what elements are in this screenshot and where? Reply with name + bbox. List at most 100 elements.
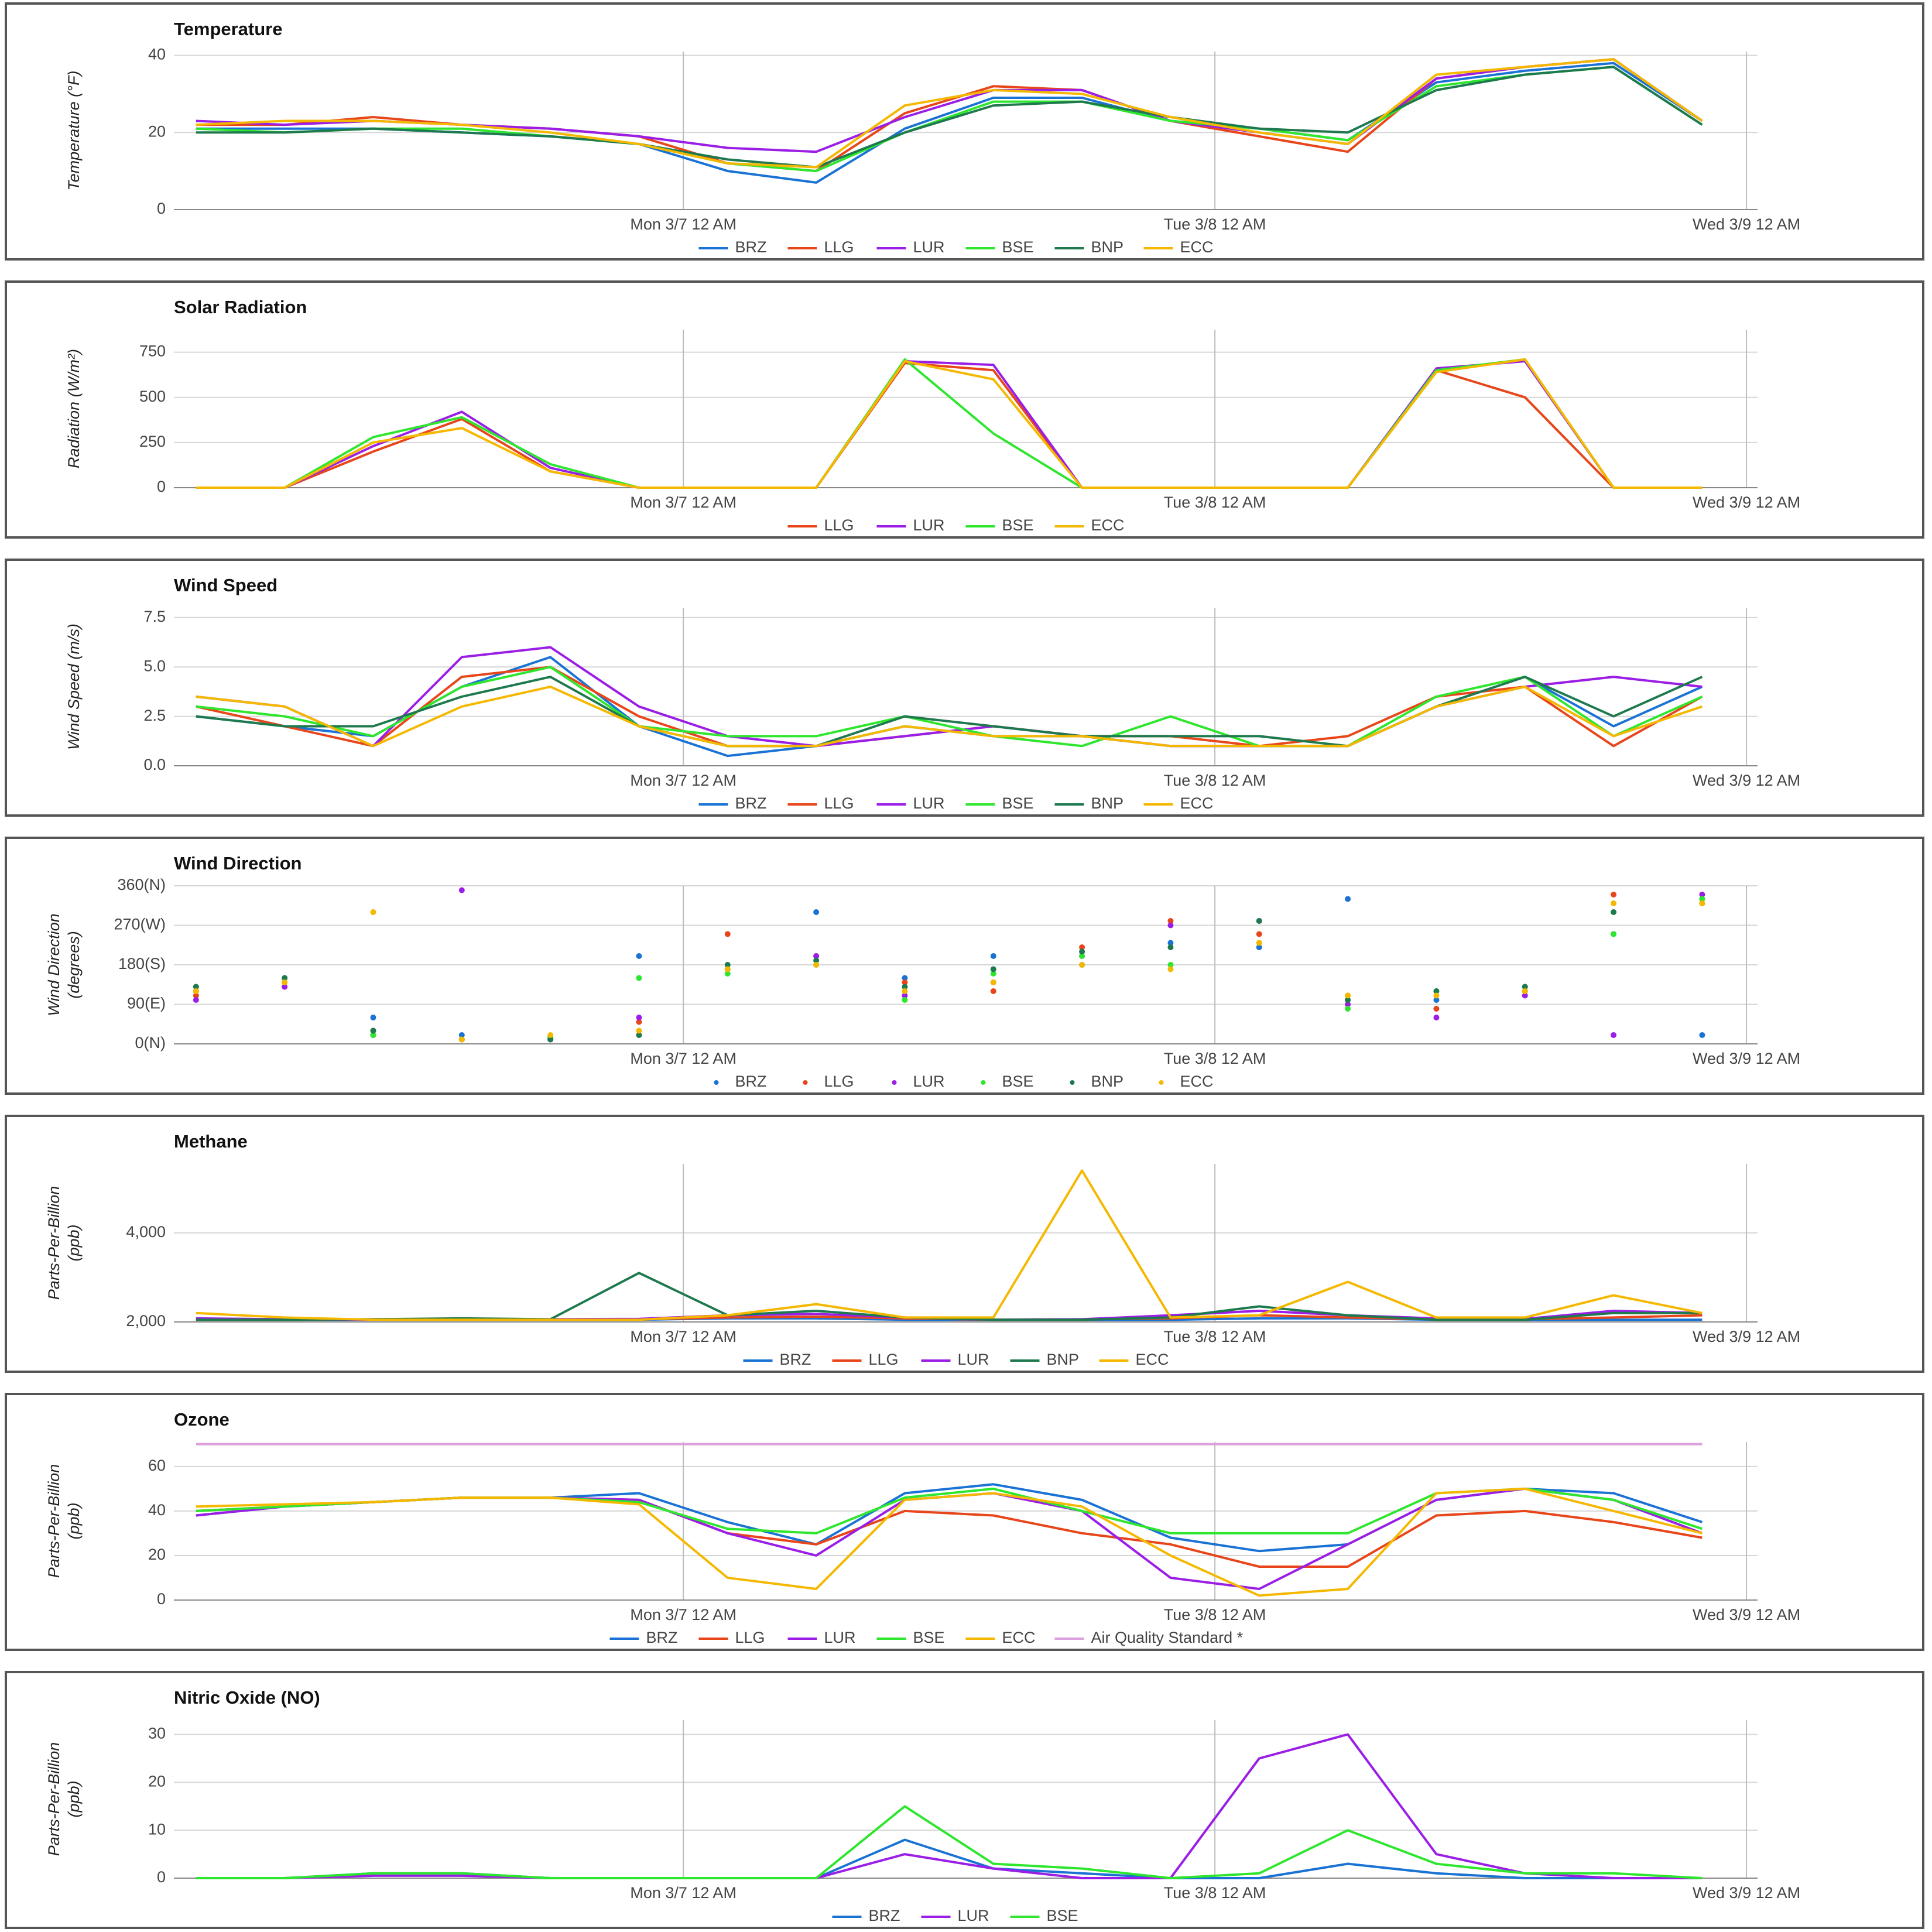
scatter-point (1167, 966, 1174, 972)
scatter-point (1256, 940, 1262, 946)
scatter-point (1611, 931, 1617, 937)
scatter-point (458, 1036, 465, 1043)
legend-swatch (981, 1080, 986, 1085)
y-tick-label: 60 (148, 1457, 166, 1474)
scatter-point (282, 984, 288, 990)
series-line (196, 66, 1703, 169)
scatter-point (636, 1015, 642, 1020)
scatter-point (1256, 918, 1262, 924)
scatter-point (1167, 918, 1174, 924)
scatter-point (370, 1032, 376, 1038)
legend-label: ECC (1091, 516, 1125, 534)
y-tick-label: 7.5 (143, 608, 166, 625)
series-line (196, 1733, 1703, 1879)
x-tick-label: Mon 3/7 12 AM (630, 215, 737, 233)
scatter-point (1611, 892, 1617, 898)
legend-label: LUR (913, 1073, 945, 1090)
series-line (196, 358, 1703, 489)
scatter-point (990, 966, 996, 972)
x-tick-label: Mon 3/7 12 AM (630, 1884, 737, 1902)
legend-label: LLG (869, 1351, 899, 1368)
scatter-point (1167, 962, 1174, 968)
series-line (196, 1487, 1703, 1597)
y-axis-label: (ppb) (65, 1502, 83, 1539)
scatter-point (370, 1027, 376, 1034)
scatter-point (1699, 896, 1705, 902)
scatter-point (1345, 896, 1351, 902)
y-axis-label: Wind Speed (m/s) (65, 624, 83, 750)
legend-label: BRZ (646, 1629, 678, 1646)
x-tick-label: Mon 3/7 12 AM (630, 1050, 737, 1067)
legend-swatch (892, 1080, 897, 1085)
y-tick-label: 250 (139, 433, 166, 450)
scatter-point (1167, 922, 1174, 929)
x-tick-label: Tue 3/8 12 AM (1164, 215, 1266, 233)
scatter-point (1699, 1032, 1705, 1038)
legend-label: ECC (1180, 794, 1214, 812)
chart-panel: Ozone Parts-Per-Billion (ppb) 0 20 40 60 Mon 3/… (5, 1393, 1924, 1651)
legend-swatch (714, 1080, 719, 1085)
scatter-point (1345, 1006, 1351, 1012)
scatter-point (636, 1027, 642, 1034)
scatter-point (1433, 1006, 1440, 1012)
y-tick-label: 20 (148, 122, 166, 140)
series-line (196, 360, 1703, 489)
panel-frame (5, 559, 1924, 817)
y-tick-label: 20 (148, 1546, 166, 1563)
scatter-point (282, 975, 288, 981)
scatter-point (990, 979, 996, 985)
scatter-point (724, 962, 731, 968)
scatter-point (193, 984, 199, 990)
chart-title: Ozone (174, 1409, 229, 1430)
chart-panel: Methane Parts-Per-Billion (ppb) 2,000 4,000 M… (5, 1115, 1924, 1373)
x-tick-label: Tue 3/8 12 AM (1164, 1606, 1266, 1623)
x-tick-label: Tue 3/8 12 AM (1164, 494, 1266, 511)
series-line (196, 666, 1703, 748)
panel-frame (5, 837, 1924, 1095)
series-line (196, 358, 1703, 489)
scatter-point (547, 1032, 554, 1038)
x-tick-label: Wed 3/9 12 AM (1693, 1328, 1800, 1345)
y-tick-label: 20 (148, 1772, 166, 1790)
scatter-point (902, 984, 908, 990)
y-tick-label: 10 (148, 1820, 166, 1838)
scatter-point (636, 1019, 642, 1025)
chart-title: Temperature (174, 19, 283, 39)
y-tick-label: 2,000 (126, 1312, 166, 1330)
legend-label: BNP (1091, 238, 1124, 256)
scatter-point (902, 997, 908, 1003)
scatter-point (193, 992, 199, 999)
chart-title: Wind Direction (174, 853, 302, 873)
scatter-point (1611, 909, 1617, 915)
scatter-point (1256, 931, 1262, 937)
legend-label: ECC (1136, 1351, 1169, 1368)
panel-frame (5, 1115, 1924, 1373)
scatter-point (813, 962, 820, 968)
scatter-point (193, 997, 199, 1003)
x-tick-label: Wed 3/9 12 AM (1693, 772, 1800, 789)
x-tick-label: Wed 3/9 12 AM (1693, 1050, 1800, 1067)
panel-frame (5, 1671, 1924, 1929)
panel-frame (5, 1393, 1924, 1651)
scatter-point (1611, 1032, 1617, 1038)
scatter-point (1167, 944, 1174, 950)
legend-label: BSE (913, 1629, 945, 1646)
x-tick-label: Wed 3/9 12 AM (1693, 215, 1800, 233)
legend-label: LLG (824, 516, 854, 534)
y-axis-label: Parts-Per-Billion (45, 1464, 63, 1578)
scatter-point (1699, 892, 1705, 898)
legend-label: BSE (1047, 1907, 1078, 1924)
legend-label: LUR (958, 1351, 989, 1368)
series-line (196, 686, 1703, 748)
y-tick-label: 500 (139, 388, 166, 405)
y-axis-label: Parts-Per-Billion (45, 1742, 63, 1856)
y-tick-label: 750 (139, 342, 166, 360)
x-tick-label: Wed 3/9 12 AM (1693, 1606, 1800, 1623)
y-tick-label: 30 (148, 1725, 166, 1742)
x-tick-label: Mon 3/7 12 AM (630, 1606, 737, 1623)
scatter-point (724, 966, 731, 972)
y-tick-label: 0(N) (135, 1034, 166, 1051)
chart-title: Wind Speed (174, 575, 278, 595)
y-tick-label: 180(S) (118, 955, 166, 972)
